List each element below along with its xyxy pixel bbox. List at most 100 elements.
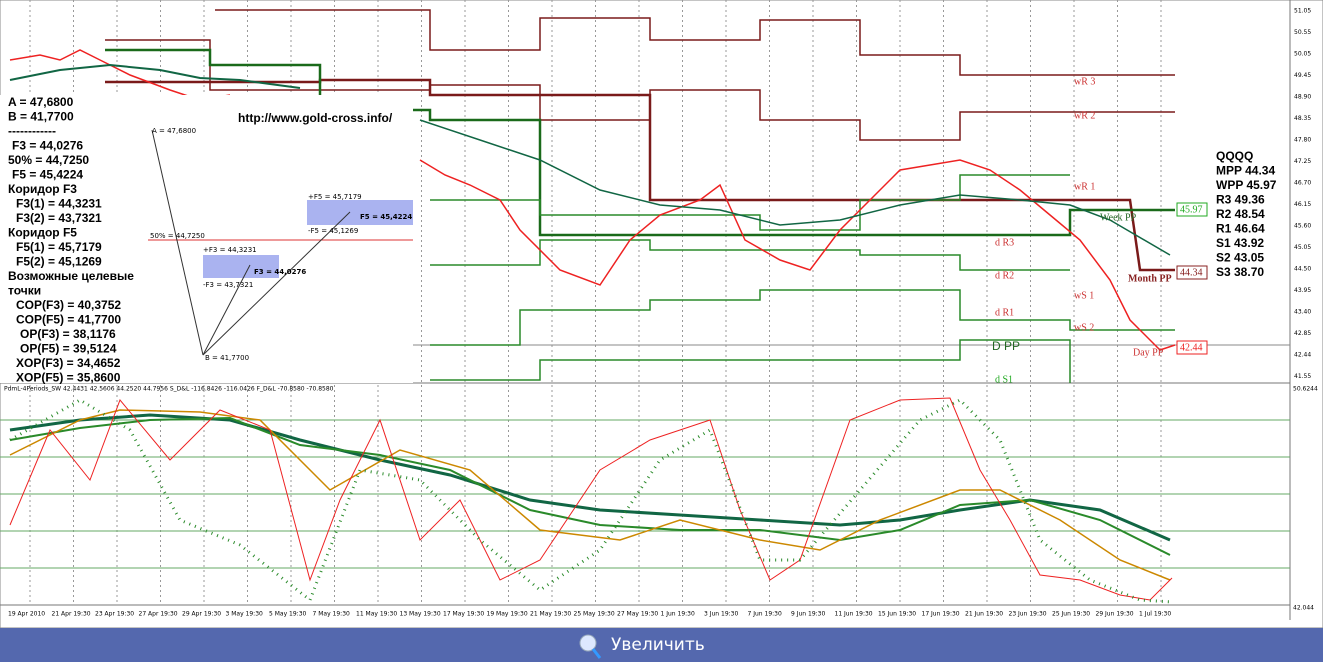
chart-label: wR 3 [1074,76,1095,87]
price-label: 47.25 [1294,158,1311,165]
time-axis: 19 Apr 2010 21 Apr 19:30 23 Apr 19:30 27 Ap… [8,611,1171,618]
chart-label: D PP [992,339,1020,353]
date-label: 19 Apr 2010 [8,611,45,618]
level-text: F5 = 45,4224 [12,168,83,182]
date-label: 1 Jun 19:30 [661,611,695,618]
pivot-text: S2 43.05 [1216,251,1264,265]
pivot-text: R3 49.36 [1216,193,1265,207]
date-label: 5 May 19:30 [269,611,307,618]
chart-label: d S1 [995,374,1013,385]
magnifier-icon [579,634,597,652]
date-label: 3 Jun 19:30 [704,611,738,618]
price-label: 46.15 [1294,201,1311,208]
price-label: 41.55 [1294,373,1311,380]
price-label: 42.85 [1294,330,1311,337]
overlay-panel [0,95,413,383]
level-text: F3(1) = 44,3231 [16,197,102,211]
price-label: 50.05 [1294,51,1311,58]
level-text: Коридор F5 [8,226,77,240]
diagram-label: F3 = 44,0276 [254,268,306,276]
level-text: F3(2) = 43,7321 [16,211,102,225]
chart-label: d R2 [995,270,1014,281]
date-label: 9 Jun 19:30 [791,611,825,618]
date-label: 29 Apr 19:30 [182,611,221,618]
chart-label: Month PP [1128,273,1172,284]
date-label: 25 May 19:30 [574,611,615,618]
chart-label: wR 2 [1074,110,1095,121]
level-text: точки [8,284,41,298]
date-label: 3 May 19:30 [226,611,264,618]
diagram-label: -F5 = 45,1269 [308,227,358,235]
date-label: 21 Jun 19:30 [965,611,1003,618]
chart-label: 42.44 [1180,342,1203,353]
zoom-bar[interactable] [0,628,1323,662]
price-label: 43.95 [1294,287,1311,294]
level-text: XOP(F5) = 35,8600 [16,371,121,385]
pivot-text: QQQQ [1216,149,1253,163]
diagram-label: +F3 = 44,3231 [203,246,257,254]
diagram-label: A = 47,6800 [152,127,196,135]
date-label: 29 Jun 19:30 [1096,611,1134,618]
chart-label: d R1 [995,307,1014,318]
chart-label: wR 1 [1074,181,1095,192]
chart-label: d R3 [995,237,1014,248]
date-label: 1 Jul 19:30 [1139,611,1171,618]
level-text: A = 47,6800 [8,95,74,109]
price-tag [1176,202,1208,217]
level-text: ------------ [8,124,56,138]
diagram-label: B = 41,7700 [205,354,249,362]
price-label: 51.05 [1294,8,1311,15]
level-text: XOP(F3) = 34,4652 [16,356,121,370]
level-text: Возможные целевые [8,269,134,283]
date-label: 19 May 19:30 [487,611,528,618]
price-label: 45.60 [1294,223,1311,230]
date-label: 27 May 19:30 [617,611,658,618]
date-label: 23 Apr 19:30 [95,611,134,618]
price-label: 50.55 [1294,29,1311,36]
price-label: 44.50 [1294,266,1311,273]
pivot-text: S3 38.70 [1216,265,1264,279]
indicator-top: 50.6244 [1293,386,1318,393]
pivot-text: WPP 45.97 [1216,178,1277,192]
chart-label: Day PP [1133,347,1164,358]
price-tag [1176,265,1208,280]
date-label: 23 Jun 19:30 [1009,611,1047,618]
magnifier-handle [591,648,602,659]
pivot-text: R2 48.54 [1216,207,1265,221]
level-text: COP(F3) = 40,3752 [16,298,121,312]
diagram-label: -F3 = 43,7321 [203,281,253,289]
zoom-button[interactable]: Увеличить [611,635,705,655]
chart-label: 44.34 [1180,267,1203,278]
date-label: 21 Apr 19:30 [52,611,91,618]
level-text: OP(F5) = 39,5124 [20,342,117,356]
level-text: 50% = 44,7250 [8,153,89,167]
date-label: 7 Jun 19:30 [748,611,782,618]
level-text: COP(F5) = 41,7700 [16,313,121,327]
pivot-text: MPP 44.34 [1216,164,1275,178]
price-label: 45.05 [1294,244,1311,251]
date-label: 25 Jun 19:30 [1052,611,1090,618]
url: http://www.gold-cross.info/ [238,111,393,125]
date-label: 17 Jun 19:30 [922,611,960,618]
indicator-header: PdmL-4Periods_SW 42.4431 42.5606 44.2520… [4,386,334,393]
level-text: F5(1) = 45,7179 [16,240,102,254]
price-tag [1176,340,1208,355]
date-label: 15 Jun 19:30 [878,611,916,618]
chart-label: Week PP [1100,212,1137,223]
price-label: 43.40 [1294,309,1311,316]
chart-label: wS 2 [1074,322,1094,333]
date-label: 11 May 19:30 [356,611,397,618]
price-label: 47.80 [1294,137,1311,144]
chart-label: 45.97 [1180,204,1203,215]
date-label: 21 May 19:30 [530,611,571,618]
date-label: 13 May 19:30 [400,611,441,618]
pivot-text: S1 43.92 [1216,236,1264,250]
f3-zone [203,255,279,278]
price-label: 42.44 [1294,352,1311,359]
price-label: 48.35 [1294,115,1311,122]
date-label: 17 May 19:30 [443,611,484,618]
price-label: 49.45 [1294,72,1311,79]
